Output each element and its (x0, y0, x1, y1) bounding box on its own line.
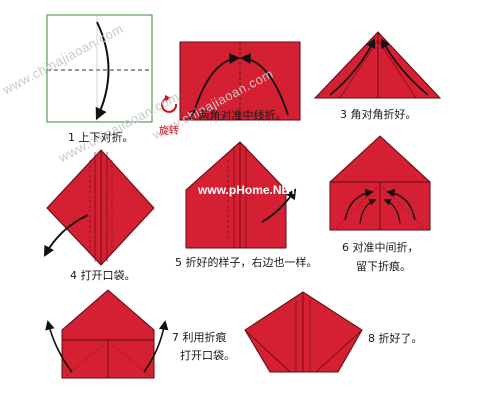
step-6-figure (329, 135, 431, 231)
step-7-figure (45, 289, 169, 379)
step-2-caption: 2 两角对准中线折。 (188, 109, 287, 122)
step-3-figure (313, 31, 442, 99)
step-8-figure (244, 291, 363, 373)
step-7-caption: 7 利用折痕 (172, 331, 227, 344)
rotate-icon (161, 95, 178, 113)
step-8-caption: 8 折好了。 (368, 332, 423, 345)
step-1-caption: 1 上下对折。 (68, 131, 134, 144)
step-6-caption: 6 对准中间折， (342, 241, 419, 254)
step-7-caption-line2: 打开口袋。 (180, 349, 235, 362)
step-3-caption: 3 角对角折好。 (340, 108, 417, 121)
rotate-label: 旋转 (159, 126, 179, 137)
step-4-caption: 4 打开口袋。 (70, 269, 136, 282)
step-6-caption-line2: 留下折痕。 (356, 260, 411, 273)
step-5-caption: 5 折好的样子，右边也一样。 (175, 256, 318, 269)
step-5-figure (185, 141, 297, 249)
step-2-figure (179, 41, 301, 121)
site-watermark: www.pHome.NET (197, 183, 298, 197)
step-1-figure (46, 14, 153, 123)
step-4-figure (43, 149, 155, 266)
